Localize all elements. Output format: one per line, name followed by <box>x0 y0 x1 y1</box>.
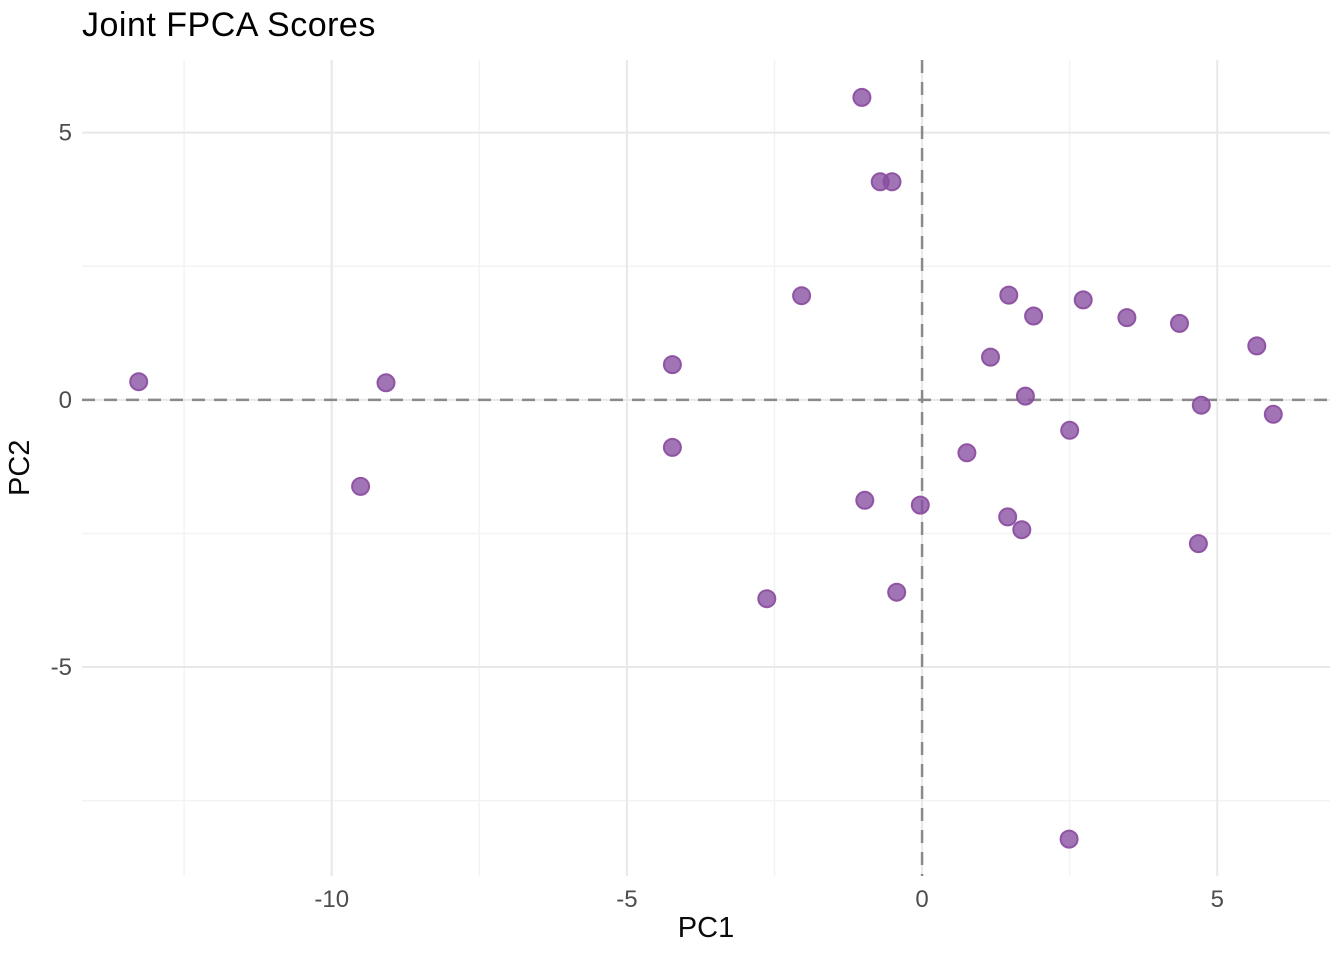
x-axis-tick-label: -10 <box>314 886 349 913</box>
data-point <box>1073 290 1093 310</box>
data-point <box>1191 395 1211 415</box>
x-axis-tick-label: -5 <box>616 886 637 913</box>
chart-title: Joint FPCA Scores <box>82 6 376 44</box>
data-point <box>998 507 1018 527</box>
data-point <box>1263 404 1283 424</box>
data-point <box>757 589 777 609</box>
x-axis-title: PC1 <box>677 912 735 944</box>
data-point <box>882 172 902 192</box>
data-point <box>957 443 977 463</box>
data-point <box>855 490 875 510</box>
y-axis-tick-label: -5 <box>51 654 72 681</box>
data-point <box>129 372 149 392</box>
data-point <box>1060 420 1080 440</box>
data-point <box>662 355 682 375</box>
data-point <box>887 582 907 602</box>
data-point <box>1024 306 1044 326</box>
data-point <box>1247 336 1267 356</box>
data-point <box>910 495 930 515</box>
data-point <box>981 347 1000 367</box>
data-point <box>351 476 371 496</box>
data-point <box>1188 534 1208 554</box>
data-point <box>1117 308 1137 328</box>
x-axis-tick-label: 0 <box>915 886 928 913</box>
x-axis-tick-label: 5 <box>1211 886 1224 913</box>
data-point <box>852 87 872 107</box>
data-point <box>662 437 682 457</box>
y-axis-tick-label: 5 <box>59 120 72 147</box>
data-point <box>999 285 1019 305</box>
y-axis-title: PC2 <box>4 439 36 497</box>
data-point <box>376 373 396 393</box>
data-point <box>1015 386 1035 406</box>
y-axis-tick-label: 0 <box>59 387 72 414</box>
data-point <box>792 286 812 306</box>
data-point <box>1170 313 1189 333</box>
data-point <box>1012 520 1032 540</box>
data-point <box>1059 829 1079 849</box>
